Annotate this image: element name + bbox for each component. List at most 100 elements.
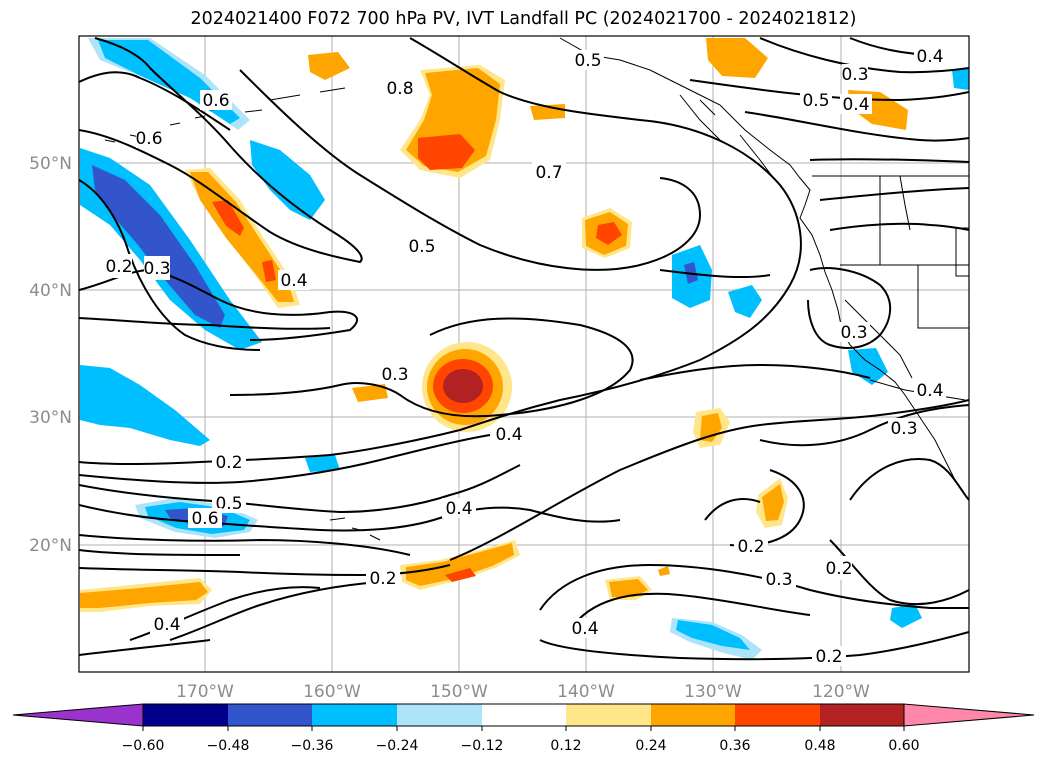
- shade-pos-gulf-core: [418, 134, 475, 170]
- svg-text:0.6: 0.6: [135, 129, 162, 149]
- svg-text:0.7: 0.7: [535, 163, 562, 183]
- contour-label: 0.2: [812, 646, 846, 667]
- shade-pos-south-band-core: [445, 568, 476, 582]
- shade-pos-small-32n: [352, 384, 388, 402]
- lon-label: 160°W: [303, 682, 361, 702]
- svg-text:0.5: 0.5: [574, 51, 601, 71]
- contour-label: 0.3: [888, 418, 920, 439]
- contour-label: 0.3: [143, 256, 171, 280]
- svg-text:0.3: 0.3: [890, 419, 917, 439]
- colorbar-segment: [651, 704, 735, 726]
- colorbar-tick: 0.48: [804, 738, 835, 754]
- contour-label: 0.2: [212, 452, 246, 473]
- contour-label: 0.5: [406, 236, 438, 257]
- svg-text:0.2: 0.2: [105, 257, 132, 277]
- shade-neg-sw-core: [676, 620, 750, 650]
- contour-label: 0.3: [838, 322, 870, 343]
- colorbar-tick: −0.60: [122, 738, 165, 754]
- contour-label: 0.6: [188, 508, 222, 529]
- svg-text:0.6: 0.6: [191, 509, 218, 529]
- contour-label: 0.2: [734, 536, 768, 557]
- lon-label: 120°W: [812, 682, 870, 702]
- colorbar-segment: [735, 704, 820, 726]
- contour-label: 0.5: [572, 50, 604, 71]
- shade-pos-gulf-top: [308, 52, 350, 80]
- shade-pos-coastal-ne: [706, 38, 768, 78]
- pv-positive-shading: [80, 38, 908, 612]
- contour-label: 0.3: [762, 569, 796, 590]
- contour-label: 0.4: [492, 424, 526, 445]
- shade-neg-small-30n: [305, 455, 340, 472]
- shade-pos-west-band-core2: [262, 260, 276, 282]
- longitude-labels: 170°W 160°W 150°W 140°W 130°W 120°W: [176, 682, 870, 702]
- contour-label: 0.3: [841, 64, 869, 85]
- colorbar-segment: [228, 704, 312, 726]
- contour-label: 0.4: [568, 618, 602, 639]
- lat-label: 50°N: [29, 154, 72, 174]
- colorbar-extend-right: [903, 703, 1035, 727]
- svg-text:0.4: 0.4: [916, 381, 943, 401]
- shade-pos-central-core: [443, 369, 483, 403]
- contour-label: 0.3: [378, 364, 412, 385]
- colorbar-tick: −0.36: [291, 738, 334, 754]
- shade-neg-mid-strip: [250, 140, 325, 220]
- svg-text:0.4: 0.4: [445, 499, 472, 519]
- shade-neg-west-band-core: [92, 165, 225, 328]
- svg-text:0.3: 0.3: [840, 323, 867, 343]
- colorbar-tick: −0.12: [461, 738, 504, 754]
- lat-label: 40°N: [29, 281, 72, 301]
- svg-text:0.3: 0.3: [143, 259, 170, 279]
- contour-label: 0.6: [200, 90, 232, 111]
- contour-label: 0.8: [384, 78, 416, 99]
- colorbar-tick: 0.36: [719, 738, 750, 754]
- contour-label: 0.2: [105, 254, 133, 278]
- shade-neg-ne-edge: [952, 68, 969, 90]
- shade-neg-east-40n-b: [728, 285, 762, 318]
- svg-text:0.2: 0.2: [737, 537, 764, 557]
- shade-neg-coast: [848, 348, 888, 385]
- svg-text:0.2: 0.2: [369, 569, 396, 589]
- contour-label: 0.4: [840, 94, 872, 115]
- contour-label: 0.4: [914, 380, 946, 401]
- contour-label: 0.2: [825, 556, 853, 580]
- colorbar-tick: −0.48: [207, 738, 250, 754]
- map-frame: [78, 35, 970, 673]
- svg-text:0.3: 0.3: [841, 65, 868, 85]
- contour-label: 0.2: [366, 568, 400, 589]
- svg-text:0.5: 0.5: [408, 237, 435, 257]
- contour-label: 0.7: [532, 162, 566, 183]
- svg-text:0.4: 0.4: [842, 95, 869, 115]
- svg-text:0.4: 0.4: [280, 271, 307, 291]
- lat-label: 20°N: [29, 536, 72, 556]
- contour-label: 0.4: [150, 614, 184, 635]
- lon-label: 150°W: [430, 682, 488, 702]
- lon-label: 170°W: [176, 682, 234, 702]
- colorbar-tick: 0.12: [550, 738, 581, 754]
- colorbar: −0.60 −0.48 −0.36 −0.24 −0.12 0.12 0.24 …: [12, 703, 1035, 754]
- shade-pos-24n-core: [762, 484, 784, 521]
- shade-pos-south-small-core: [609, 579, 648, 597]
- colorbar-segment: [820, 704, 904, 726]
- contour-labels: 0.5 0.4 0.8 0.3 0.5 0.4 0.6 0.6 0.7 0.5 …: [105, 46, 946, 667]
- svg-text:0.4: 0.4: [571, 619, 598, 639]
- lon-label: 130°W: [684, 682, 742, 702]
- colorbar-segment: [482, 704, 566, 726]
- svg-text:0.4: 0.4: [153, 615, 180, 635]
- colorbar-segment: [566, 704, 651, 726]
- svg-text:0.8: 0.8: [386, 79, 413, 99]
- lon-label: 140°W: [557, 682, 615, 702]
- colorbar-segment: [312, 704, 397, 726]
- svg-text:0.4: 0.4: [495, 425, 522, 445]
- shade-neg-se-small: [890, 604, 922, 628]
- map-title: 2024021400 F072 700 hPa PV, IVT Landfall…: [190, 9, 857, 29]
- colorbar-tick: −0.24: [376, 738, 419, 754]
- colorbar-segment: [143, 704, 228, 726]
- lat-label: 30°N: [29, 408, 72, 428]
- svg-text:0.2: 0.2: [815, 647, 842, 667]
- shade-pos-south-band-mid: [406, 543, 514, 586]
- svg-text:0.5: 0.5: [215, 494, 242, 514]
- colorbar-outline: [142, 703, 905, 727]
- latitude-labels: 50°N 40°N 30°N 20°N: [29, 154, 72, 556]
- svg-text:0.6: 0.6: [202, 91, 229, 111]
